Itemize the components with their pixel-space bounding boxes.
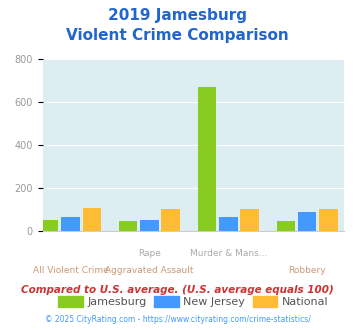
Legend: Jamesburg, New Jersey, National: Jamesburg, New Jersey, National xyxy=(54,291,333,312)
Text: 2019 Jamesburg: 2019 Jamesburg xyxy=(108,8,247,23)
Text: Murder & Mans...: Murder & Mans... xyxy=(190,249,267,258)
Text: Compared to U.S. average. (U.S. average equals 100): Compared to U.S. average. (U.S. average … xyxy=(21,285,334,295)
Text: Violent Crime Comparison: Violent Crime Comparison xyxy=(66,28,289,43)
Bar xyxy=(298,212,317,231)
Bar xyxy=(240,209,259,231)
Bar xyxy=(319,209,338,231)
Bar xyxy=(140,220,159,231)
Bar xyxy=(162,209,180,231)
Text: Rape: Rape xyxy=(138,249,161,258)
Bar xyxy=(277,221,295,231)
Text: Aggravated Assault: Aggravated Assault xyxy=(105,266,193,275)
Bar xyxy=(198,87,216,231)
Bar xyxy=(61,217,80,231)
Bar xyxy=(82,209,101,231)
Bar xyxy=(219,217,237,231)
Bar xyxy=(40,220,58,231)
Text: All Violent Crime: All Violent Crime xyxy=(33,266,108,275)
Text: © 2025 CityRating.com - https://www.cityrating.com/crime-statistics/: © 2025 CityRating.com - https://www.city… xyxy=(45,315,310,324)
Bar xyxy=(119,221,137,231)
Text: Robbery: Robbery xyxy=(288,266,326,275)
